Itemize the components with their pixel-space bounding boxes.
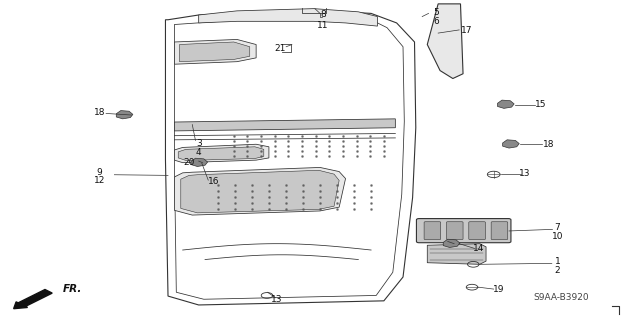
Text: 8: 8 bbox=[320, 10, 326, 19]
Text: 13: 13 bbox=[271, 295, 282, 304]
Text: 6: 6 bbox=[433, 18, 439, 26]
Text: 18: 18 bbox=[543, 140, 554, 149]
Polygon shape bbox=[179, 42, 250, 62]
Text: 9: 9 bbox=[97, 168, 102, 177]
Text: 13: 13 bbox=[518, 169, 530, 178]
FancyBboxPatch shape bbox=[491, 222, 508, 240]
Polygon shape bbox=[444, 239, 460, 248]
Polygon shape bbox=[428, 4, 463, 78]
FancyBboxPatch shape bbox=[417, 219, 511, 243]
Text: 11: 11 bbox=[317, 21, 329, 30]
Text: 14: 14 bbox=[473, 244, 484, 253]
Text: S9AA-B3920: S9AA-B3920 bbox=[534, 293, 589, 302]
Polygon shape bbox=[191, 158, 207, 167]
Text: 17: 17 bbox=[461, 26, 472, 35]
Polygon shape bbox=[116, 111, 133, 119]
Polygon shape bbox=[174, 144, 269, 163]
Text: 2: 2 bbox=[555, 266, 561, 275]
Text: 19: 19 bbox=[493, 285, 504, 294]
Polygon shape bbox=[428, 244, 486, 264]
Text: 15: 15 bbox=[534, 100, 546, 109]
Text: 3: 3 bbox=[196, 139, 202, 148]
Polygon shape bbox=[198, 9, 378, 26]
Polygon shape bbox=[174, 119, 396, 131]
Polygon shape bbox=[497, 100, 514, 108]
Polygon shape bbox=[178, 147, 264, 160]
Text: 12: 12 bbox=[94, 176, 106, 185]
FancyArrow shape bbox=[13, 290, 52, 309]
FancyBboxPatch shape bbox=[447, 222, 463, 240]
Text: 20: 20 bbox=[184, 158, 195, 167]
Text: 7: 7 bbox=[555, 223, 561, 232]
Text: 10: 10 bbox=[552, 232, 563, 241]
Text: 5: 5 bbox=[433, 8, 439, 17]
Polygon shape bbox=[174, 167, 346, 215]
Polygon shape bbox=[174, 40, 256, 64]
FancyBboxPatch shape bbox=[468, 222, 485, 240]
Text: 18: 18 bbox=[94, 108, 106, 117]
Text: FR.: FR. bbox=[63, 284, 83, 294]
Text: 4: 4 bbox=[196, 148, 202, 157]
Text: 21: 21 bbox=[275, 43, 286, 53]
Polygon shape bbox=[180, 170, 339, 213]
Polygon shape bbox=[502, 140, 519, 148]
Text: 16: 16 bbox=[207, 177, 219, 186]
Text: 1: 1 bbox=[555, 257, 561, 266]
FancyBboxPatch shape bbox=[424, 222, 441, 240]
